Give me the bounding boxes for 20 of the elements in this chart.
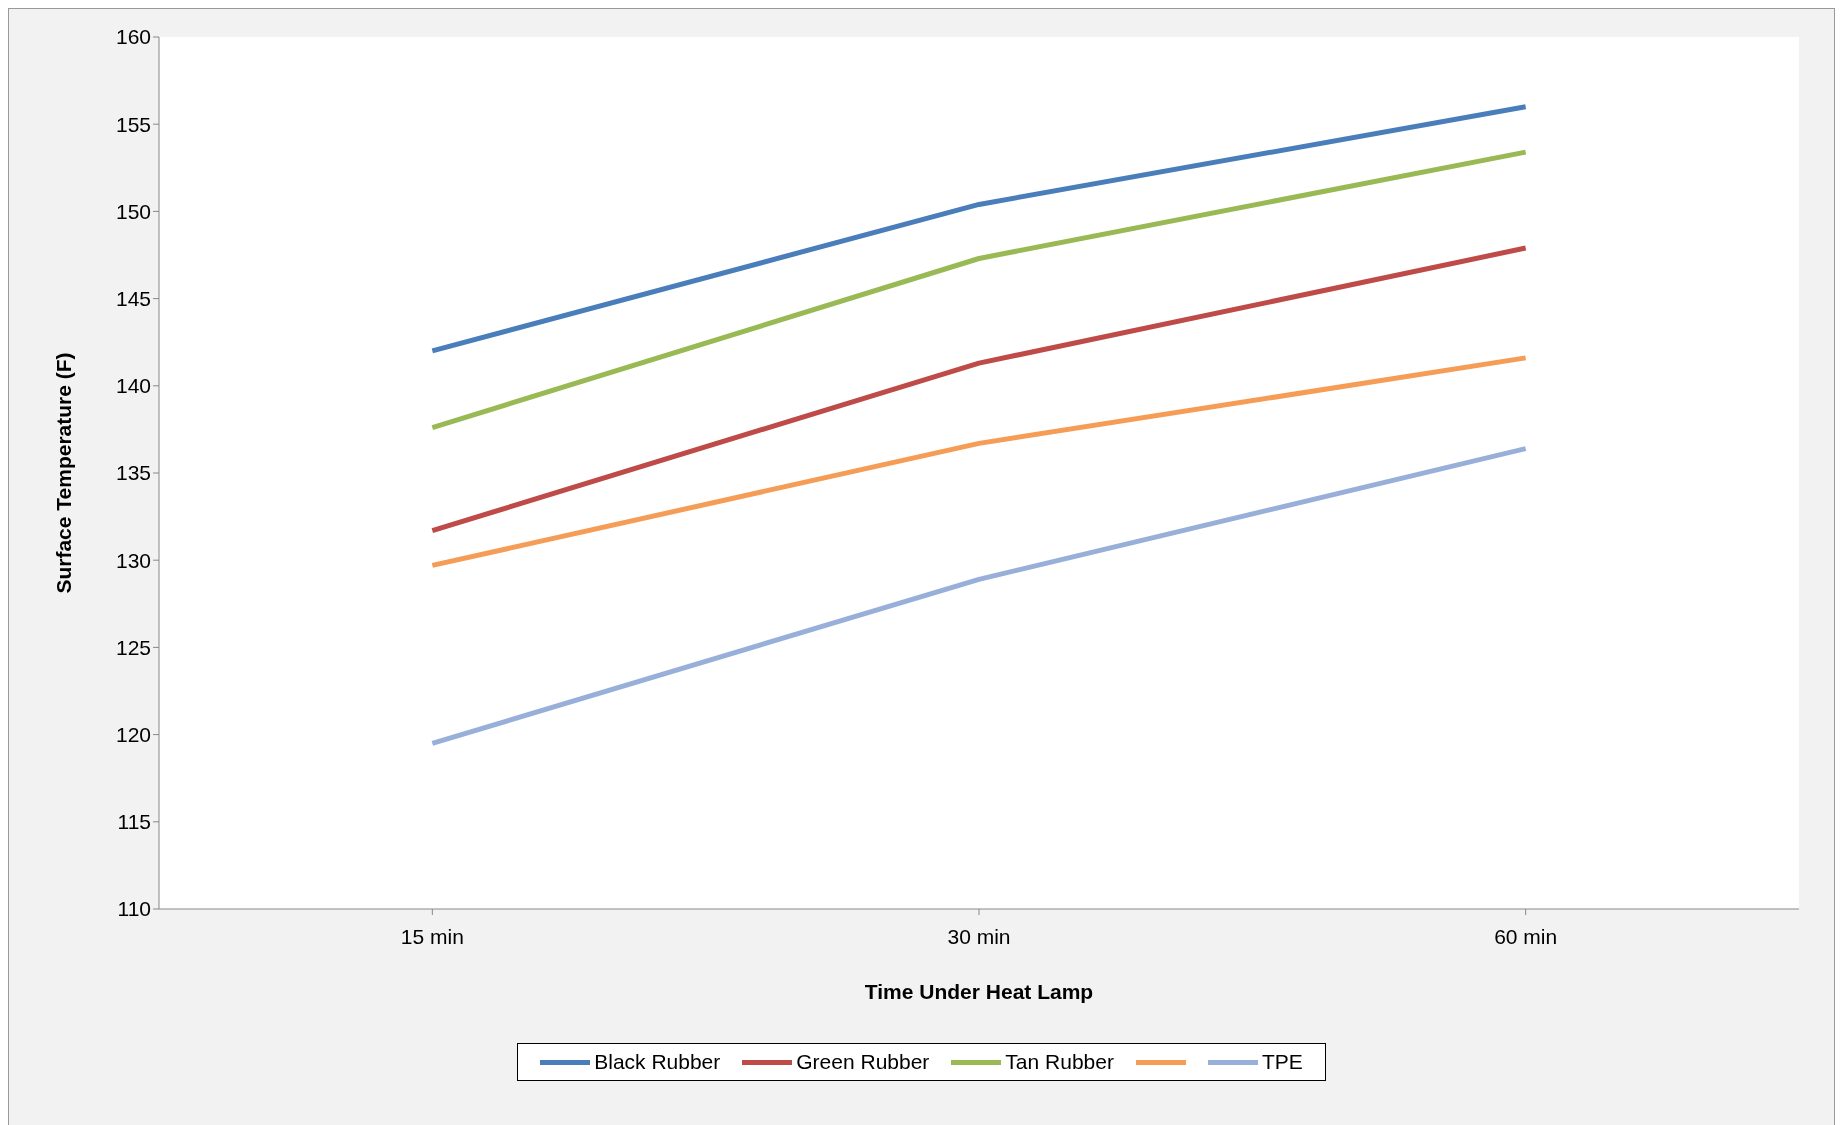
legend-label: Green Rubber (796, 1050, 930, 1074)
y-tick-label: 145 (115, 287, 151, 311)
y-tick-label: 155 (115, 112, 151, 136)
y-tick-label: 135 (115, 461, 151, 485)
x-tick-label: 30 min (947, 924, 1011, 948)
legend-label: Tan Rubber (1005, 1050, 1114, 1074)
y-tick-label: 125 (115, 635, 151, 659)
legend-label: Black Rubber (594, 1050, 721, 1074)
y-tick-label: 120 (115, 723, 151, 747)
y-tick-label: 140 (115, 374, 151, 398)
legend-label: TPE (1261, 1050, 1303, 1074)
y-tick-label: 115 (117, 810, 151, 834)
y-tick-label: 130 (115, 548, 151, 572)
x-tick-label: 15 min (400, 924, 464, 948)
x-tick-label: 60 min (1494, 924, 1558, 948)
y-tick-label: 160 (115, 25, 151, 49)
y-axis-title: Surface Temperature (F) (52, 352, 76, 594)
y-tick-label: 150 (115, 199, 151, 223)
y-tick-label: 110 (117, 897, 151, 921)
x-axis-title: Time Under Heat Lamp (864, 980, 1094, 1003)
